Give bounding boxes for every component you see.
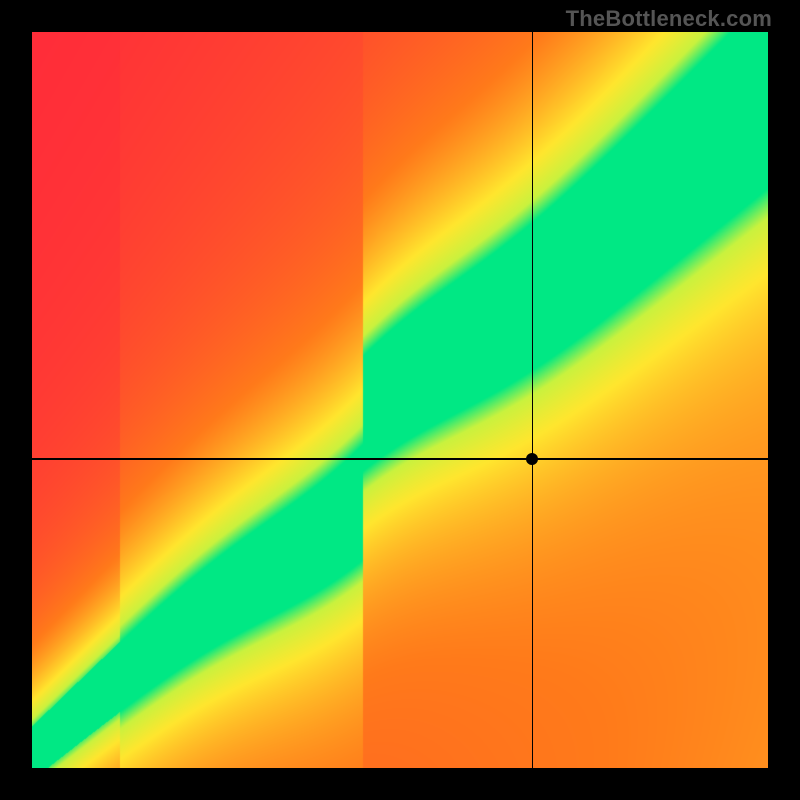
- crosshair-horizontal: [32, 458, 768, 460]
- crosshair-vertical: [532, 32, 534, 768]
- watermark-text: TheBottleneck.com: [566, 6, 772, 32]
- plot-area: [32, 32, 768, 768]
- target-marker: [526, 453, 538, 465]
- bottleneck-heatmap: [32, 32, 768, 768]
- chart-container: TheBottleneck.com: [0, 0, 800, 800]
